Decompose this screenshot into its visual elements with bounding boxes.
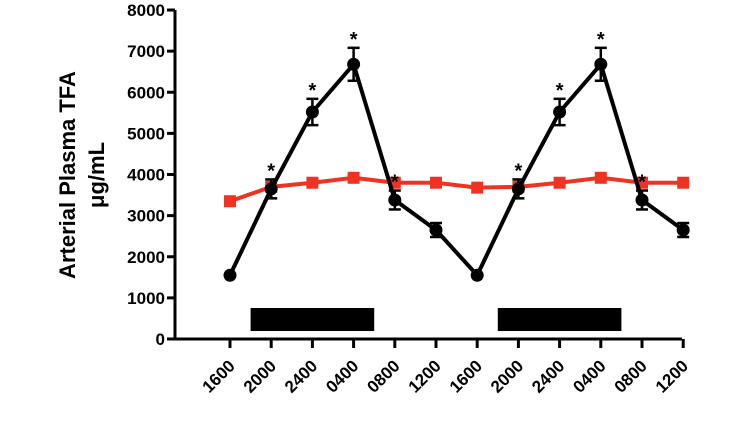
x-tick-label-9: 0400 [569,356,609,396]
series-1-line [229,175,684,204]
y-tick-label-6: 6000 [127,83,165,102]
point-0-9 [594,57,608,71]
point-1-3 [347,171,360,184]
x-tick-label-7: 2000 [487,356,527,396]
dark-period-bar-0 [250,308,375,331]
x-tick-label-6: 1600 [446,356,486,396]
point-1-9 [594,171,607,184]
point-0-6 [470,268,484,282]
y-tick-label-0: 0 [156,330,165,349]
point-0-2 [305,105,319,119]
x-tick-label-1: 2000 [240,356,280,396]
point-1-5 [430,176,442,189]
y-tick-label-3: 3000 [127,207,165,226]
significance-marker-8: * [556,80,564,102]
x-tick-labels: 1600 2000 2400 0400 0800 1200 1600 2000 2400 0400… [199,356,692,396]
significance-marker-9: * [597,29,605,51]
x-tick-label-5: 1200 [405,356,445,396]
point-0-3 [347,57,361,71]
axes: 0 1000 2000 3000 4000 5000 6000 7000 8000 [127,1,685,349]
series-0-line [228,60,685,279]
dark-period-bars [250,308,622,331]
significance-marker-7: * [515,160,523,182]
x-tick-label-4: 0800 [363,356,403,396]
y-tick-label-4: 4000 [127,166,165,185]
point-0-10 [635,193,649,207]
dark-period-bar-1 [497,308,622,331]
y-tick-label-1: 1000 [127,289,165,308]
significance-marker-2: * [309,80,317,102]
y-tick-label-2: 2000 [127,248,165,267]
point-0-1 [264,182,278,196]
series-1 [224,171,690,208]
significance-marker-1: * [267,160,275,182]
y-tick-label-5: 5000 [127,124,165,143]
x-tick-label-3: 0400 [322,356,362,396]
point-1-0 [224,195,236,208]
y-axis-title: Arterial Plasma TFA μg/mL [55,71,109,279]
y-axis-title-line-1: Arterial Plasma TFA [55,71,80,279]
point-1-8 [553,176,566,189]
series-layer: * * * * * * * * [223,29,690,282]
point-0-11 [676,223,690,237]
x-tick-label-2: 2400 [281,356,321,396]
point-0-0 [223,268,237,282]
point-0-7 [511,182,525,196]
x-tick-label-10: 0800 [611,356,651,396]
significance-marker-10: * [638,172,646,194]
y-axis-title-line-2: μg/mL [84,142,109,208]
point-1-6 [471,181,484,194]
point-1-11 [677,176,690,189]
point-0-5 [429,223,443,237]
y-tick-label-7: 7000 [127,42,165,61]
series-0: * * * * * * * * [223,29,690,282]
significance-marker-4: * [391,172,399,194]
significance-marker-3: * [350,29,358,51]
x-tick-label-0: 1600 [199,356,239,396]
x-tick-label-8: 2400 [528,356,568,396]
x-tick-label-11: 1200 [652,356,692,396]
point-1-2 [306,176,319,189]
point-0-4 [388,193,402,207]
point-0-8 [553,105,567,119]
y-tick-label-8: 8000 [127,1,165,20]
